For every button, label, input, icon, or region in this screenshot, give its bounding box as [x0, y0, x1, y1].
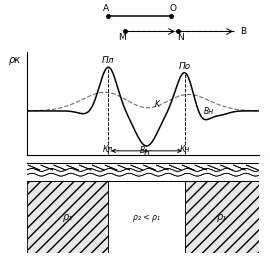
Bar	[108, 181, 185, 253]
Text: ρ₁: ρ₁	[63, 212, 73, 222]
Text: K: K	[155, 100, 160, 109]
Text: Кн: Кн	[180, 145, 190, 154]
Text: M: M	[118, 33, 126, 42]
Text: Bн: Bн	[204, 107, 214, 116]
Text: ρк: ρк	[9, 55, 21, 65]
Text: Кл: Кл	[103, 145, 113, 154]
Text: ρ₁: ρ₁	[217, 212, 227, 222]
Text: A: A	[103, 4, 109, 13]
Text: По: По	[179, 62, 191, 71]
Text: h: h	[144, 149, 150, 158]
Bar	[27, 181, 108, 253]
Bar	[185, 181, 259, 253]
Text: Пл: Пл	[102, 56, 114, 65]
Text: O: O	[170, 4, 177, 13]
Text: ρ₂ < ρ₁: ρ₂ < ρ₁	[133, 213, 160, 222]
Text: B₀: B₀	[140, 146, 148, 155]
Text: B: B	[240, 27, 246, 36]
Text: N: N	[177, 33, 184, 42]
